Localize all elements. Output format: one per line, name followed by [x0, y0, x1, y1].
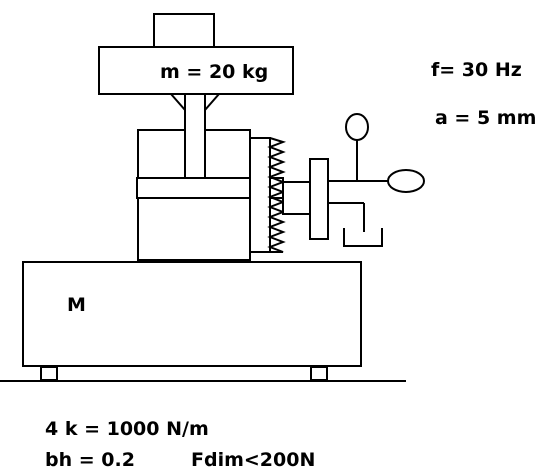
support-left-diagonal	[170, 93, 186, 111]
support-right-diagonal	[204, 93, 220, 111]
cooling-fins-zigzag	[267, 137, 287, 253]
damper-cup	[343, 228, 383, 247]
frequency-label: f= 30 Hz	[431, 59, 522, 81]
upper-mass-cap	[153, 13, 215, 48]
support-column	[184, 93, 206, 179]
stiffness-label: 4 k = 1000 N/m	[45, 418, 209, 440]
damping-label: bh = 0.2	[45, 449, 135, 471]
force-limit-label: Fdim<200N	[191, 449, 315, 471]
right-foot	[310, 366, 328, 381]
coupling-block	[282, 181, 311, 215]
upper-ball	[345, 113, 369, 141]
base-mass-block	[22, 261, 362, 367]
cooling-fins-block	[249, 137, 271, 253]
amplitude-label: a = 5 mm	[435, 107, 536, 129]
left-foot	[40, 366, 58, 381]
base-mass-label: M	[67, 294, 86, 316]
flywheel-disc	[309, 158, 329, 240]
upper-mass-label: m = 20 kg	[160, 61, 268, 83]
side-ball	[387, 169, 425, 193]
